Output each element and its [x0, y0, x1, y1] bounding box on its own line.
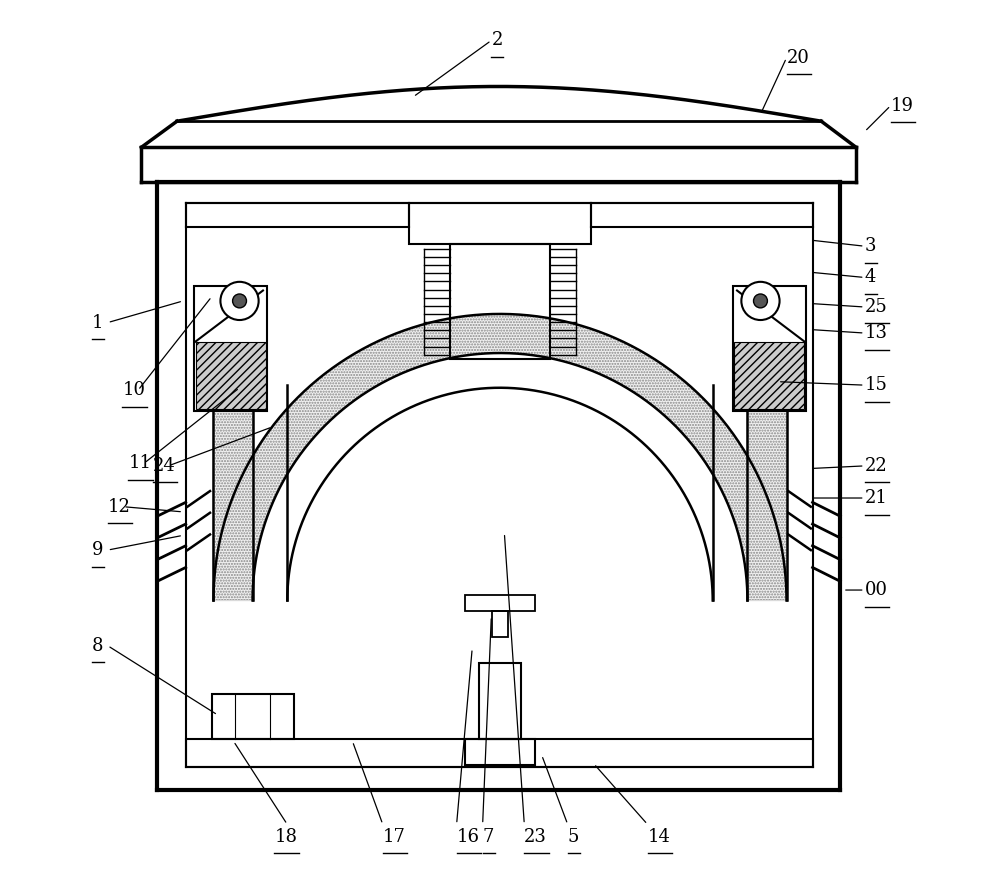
Text: 9: 9: [92, 541, 103, 559]
Text: 4: 4: [865, 268, 876, 287]
Bar: [465, 739, 535, 766]
Circle shape: [233, 294, 246, 307]
Polygon shape: [747, 411, 787, 600]
Bar: [465, 595, 535, 611]
Text: 19: 19: [891, 97, 914, 115]
Text: 17: 17: [383, 827, 406, 846]
Bar: [194, 287, 267, 411]
Bar: [733, 287, 806, 411]
Bar: [450, 245, 550, 359]
Text: 11: 11: [128, 455, 151, 472]
Circle shape: [754, 294, 767, 307]
Bar: [479, 663, 521, 739]
Text: 13: 13: [865, 324, 888, 342]
Text: 2: 2: [491, 31, 503, 50]
Text: 1: 1: [92, 314, 103, 332]
Text: 7: 7: [483, 827, 494, 846]
Bar: [409, 203, 591, 245]
Text: 14: 14: [648, 827, 670, 846]
Text: 5: 5: [568, 827, 579, 846]
Text: 21: 21: [865, 489, 888, 507]
Polygon shape: [213, 411, 253, 600]
Text: 16: 16: [457, 827, 480, 846]
Text: 10: 10: [122, 381, 145, 399]
Text: 8: 8: [92, 637, 103, 655]
Text: 24: 24: [153, 457, 175, 475]
Bar: [492, 611, 508, 637]
Text: 25: 25: [865, 298, 887, 316]
Text: 12: 12: [108, 497, 130, 516]
Polygon shape: [213, 314, 787, 600]
Text: 22: 22: [865, 457, 887, 475]
Text: 00: 00: [865, 581, 888, 599]
Text: 18: 18: [274, 827, 297, 846]
Bar: [186, 739, 813, 767]
Text: 20: 20: [787, 49, 809, 67]
Polygon shape: [196, 342, 266, 409]
Text: 23: 23: [524, 827, 547, 846]
Bar: [212, 694, 294, 739]
Circle shape: [220, 282, 259, 320]
Text: 3: 3: [865, 237, 876, 255]
Text: 15: 15: [865, 376, 888, 395]
Circle shape: [741, 282, 780, 320]
Polygon shape: [734, 342, 804, 409]
